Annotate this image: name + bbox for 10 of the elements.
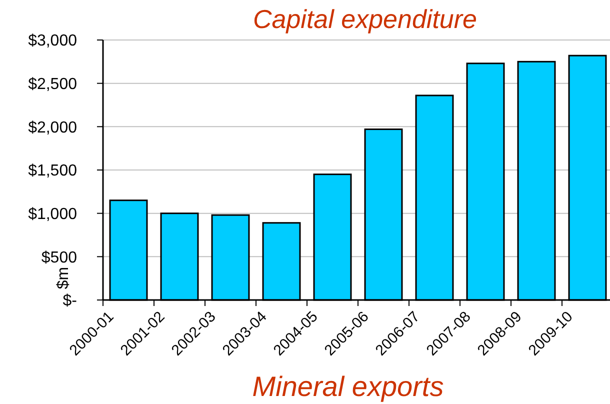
y-tick-label: $500 (41, 249, 78, 266)
y-tick-label: $- (62, 292, 77, 310)
y-axis-title: $m (55, 266, 72, 290)
chart-title: Capital expenditure (252, 4, 478, 34)
y-tick-label: $1,500 (28, 162, 78, 180)
y-tick-label: $3,000 (28, 32, 78, 50)
y-tick-label: $2,000 (28, 119, 78, 136)
y-tick-label: $1,000 (28, 206, 78, 223)
text: Mineral exports (252, 371, 444, 402)
y-tick-label: $2,500 (28, 76, 78, 93)
